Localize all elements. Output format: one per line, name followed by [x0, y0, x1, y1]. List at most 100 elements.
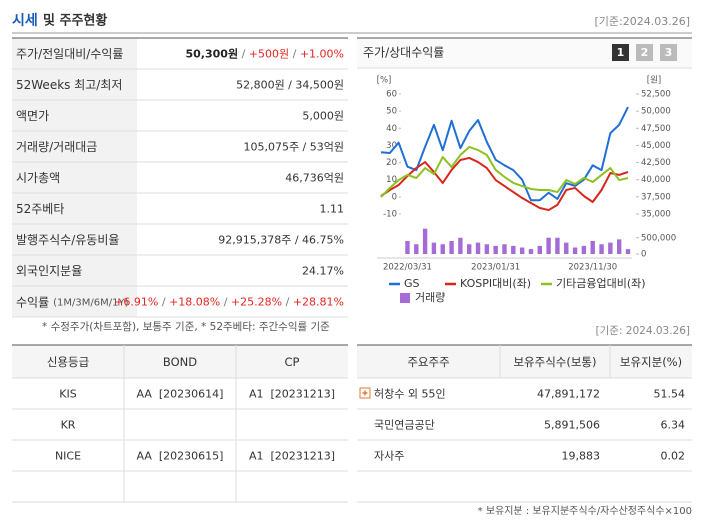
- legend-label: 거래량: [415, 291, 445, 304]
- table-header: CP: [285, 355, 300, 369]
- row-label: 액면가: [16, 109, 49, 123]
- volume-tick-label: 0: [641, 250, 646, 260]
- volume-bar: [599, 244, 604, 254]
- table-note: * 수정주가(차트포함), 보통주 기준, * 52주베타: 주간수익률 기준: [42, 321, 330, 333]
- value-part: +6.91%: [114, 296, 158, 309]
- row-value: 24.17%: [302, 265, 344, 278]
- table-header: 보유지분(%): [620, 355, 682, 369]
- table-cell: 국민연금공단: [374, 419, 435, 432]
- volume-bar: [493, 245, 498, 254]
- table-cell: 6.34: [661, 419, 686, 432]
- y2-tick-label: 50,000: [641, 107, 671, 117]
- volume-bar: [625, 249, 631, 254]
- table-note: * 보유지분 : 보유지분주식수/자수산정주식수×100: [478, 505, 692, 517]
- table-header: 주요주주: [407, 355, 449, 369]
- table-cell: A1 [20231213]: [249, 450, 335, 463]
- label-cell: [12, 255, 137, 286]
- date: [기준:2024.03.26]: [594, 15, 690, 28]
- series-line: [380, 106, 629, 202]
- volume-bar: [467, 244, 472, 254]
- y-tick-label: 30: [386, 141, 397, 151]
- row-label-main: 수익률: [16, 295, 49, 309]
- table-header-bg: [12, 345, 348, 378]
- tab-button-label[interactable]: 3: [665, 46, 673, 59]
- y-tick-label: 20: [386, 158, 397, 168]
- value-part: +25.28%: [231, 296, 282, 309]
- row-value: 92,915,378주 / 46.75%: [218, 234, 344, 247]
- row-label: 시가총액: [16, 171, 60, 185]
- table-cell: AA [20230615]: [137, 450, 224, 463]
- volume-bar: [519, 247, 525, 254]
- volume-bar: [414, 244, 419, 254]
- volume-bar: [431, 242, 437, 254]
- tab-button[interactable]: [636, 44, 653, 61]
- title: 및 주주현황: [43, 13, 107, 29]
- volume-bar: [616, 239, 622, 254]
- value-part: +1.00%: [300, 48, 344, 61]
- table-header: 보유주식수(보통): [513, 355, 596, 369]
- volume-bar: [511, 245, 516, 254]
- label-cell: [12, 69, 137, 100]
- row-label-note: (1M/3M/6M/1Y): [53, 298, 128, 309]
- row-label: 발행주식수/유동비율: [16, 232, 119, 247]
- separator: /: [158, 296, 169, 309]
- y-tick-label: 60: [386, 90, 397, 100]
- volume-tick-label: 500,000: [641, 233, 676, 243]
- row-label: 수익률 (1M/3M/6M/1Y): [16, 295, 129, 309]
- volume-bar: [528, 249, 534, 254]
- row-value: 5,000원: [302, 110, 344, 123]
- label-cell: [12, 100, 137, 131]
- table-header-bg: [357, 345, 692, 378]
- separator: /: [289, 48, 300, 61]
- y2-tick-label: 37,500: [641, 192, 671, 202]
- table-header: BOND: [163, 355, 197, 369]
- chart-title: 주가/상대수익률: [363, 46, 444, 60]
- y2-tick-label: 52,500: [641, 90, 671, 100]
- value-part: +18.08%: [169, 296, 220, 309]
- legend-label: KOSPI대비(좌): [460, 277, 531, 290]
- separator: /: [282, 296, 293, 309]
- y2-tick-label: 42,500: [641, 158, 671, 168]
- x-tick-label: 2023/01/31: [471, 263, 520, 273]
- separator: /: [238, 48, 249, 61]
- tab-button[interactable]: [612, 44, 629, 61]
- legend-label: 기타금융업대비(좌): [556, 277, 646, 290]
- volume-bar: [590, 241, 595, 254]
- table-cell: 0.02: [661, 450, 686, 463]
- expand-icon-plus: [362, 390, 368, 396]
- y-tick-label: 0: [392, 192, 397, 202]
- title-highlight: 시세: [12, 13, 38, 29]
- volume-bar: [564, 242, 569, 254]
- legend-label: GS: [404, 277, 420, 290]
- y2-tick-label: 35,000: [641, 210, 671, 220]
- row-value: 105,075주 / 53억원: [243, 141, 344, 154]
- label-cell: [12, 131, 137, 162]
- label-cell: [12, 224, 137, 255]
- y-tick-label: 10: [386, 175, 397, 185]
- table-header: 신용등급: [47, 355, 89, 369]
- tab-button-label[interactable]: 2: [641, 46, 649, 59]
- volume-bar: [484, 244, 490, 254]
- label-cell: [12, 162, 137, 193]
- row-value: 52,800원 / 34,500원: [236, 79, 344, 92]
- table-cell: 47,891,172: [537, 388, 600, 401]
- table-cell: AA [20230614]: [137, 388, 224, 401]
- table-cell: 5,891,506: [544, 419, 600, 432]
- volume-bar: [608, 242, 613, 254]
- row-label: 거래량/거래대금: [16, 140, 97, 154]
- y-tick-label: 50: [386, 107, 397, 117]
- table-cell: NICE: [55, 450, 81, 463]
- series-line: [380, 156, 629, 212]
- separator: /: [220, 296, 231, 309]
- row-label: 52Weeks 최고/최저: [16, 78, 122, 92]
- tab-button-label[interactable]: 1: [617, 46, 625, 59]
- volume-bar: [405, 241, 410, 254]
- row-label: 주가/전일대비/수익률: [16, 47, 123, 61]
- row-value: 50,300원 / +500원 / +1.00%: [186, 47, 345, 61]
- row-value: 1.11: [320, 203, 345, 216]
- tab-button[interactable]: [660, 44, 677, 61]
- table-cell: 19,883: [562, 450, 601, 463]
- value-part: +28.81%: [293, 296, 344, 309]
- table-cell: KR: [61, 419, 76, 432]
- table-cell: KIS: [59, 388, 76, 401]
